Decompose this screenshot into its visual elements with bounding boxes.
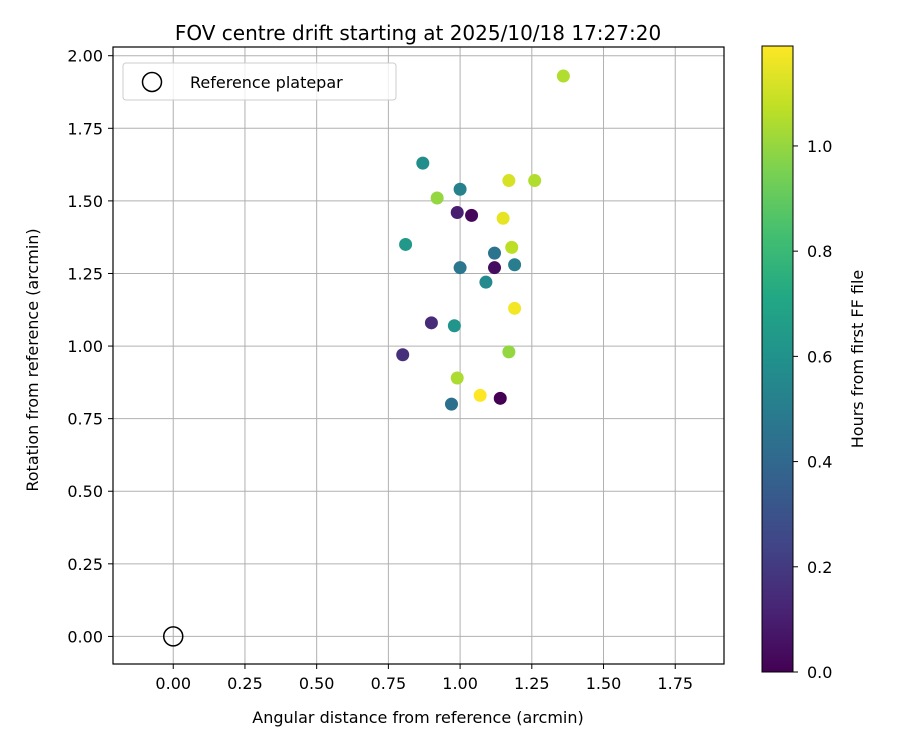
x-tick-label: 0.00 [155,674,191,693]
y-tick-label: 0.75 [67,410,103,429]
legend-box [122,62,397,101]
y-axis-label: Rotation from reference (arcmin) [23,228,42,491]
x-tick-label: 0.75 [371,674,407,693]
data-point [453,182,467,196]
x-tick-label: 1.50 [586,674,622,693]
y-tick-label: 0.50 [67,482,103,501]
y-tick-label: 1.50 [67,192,103,211]
data-point [508,258,522,272]
data-point [502,174,516,188]
colorbar-tick-label: 0.4 [807,453,832,472]
data-point [399,237,413,251]
data-point [502,345,516,359]
colorbar: 0.0 0.2 0.4 0.6 0.8 1.0 Hours from first FF f… [761,45,867,682]
data-point [453,261,467,275]
reference-platepar-marker [162,626,184,647]
y-tick-label: 0.00 [67,627,103,646]
data-point [496,211,510,225]
data-point [465,208,479,222]
colorbar-tick-label: 0.2 [807,558,832,577]
grid [113,47,724,664]
y-tick-label: 0.25 [67,555,103,574]
plot-frame [112,46,725,665]
colorbar-gradient [761,45,794,673]
x-axis-label: Angular distance from reference (arcmin) [252,708,583,727]
legend-marker-icon [141,71,163,93]
data-point [493,391,507,405]
data-point [450,371,464,385]
chart-title: FOV centre drift starting at 2025/10/18 … [175,21,661,45]
data-point [450,206,464,220]
x-tick-label: 1.75 [657,674,693,693]
data-point [416,156,430,170]
data-point [473,388,487,402]
y-tick-label: 2.00 [67,47,103,66]
y-tick-label: 1.00 [67,337,103,356]
colorbar-label: Hours from first FF file [848,270,867,449]
colorbar-ticks: 0.0 0.2 0.4 0.6 0.8 1.0 [793,137,832,682]
data-points [396,69,570,411]
data-point [447,319,461,333]
x-tick-label: 0.50 [299,674,335,693]
y-tick-label: 1.25 [67,264,103,283]
colorbar-tick-label: 0.0 [807,663,832,682]
data-point [479,275,493,289]
data-point [508,301,522,315]
legend: Reference platepar [122,62,397,101]
data-point [556,69,570,83]
x-tick-label: 1.00 [442,674,478,693]
data-point [444,397,458,411]
axis-ticks: 0.00 0.25 0.50 0.75 1.00 1.25 1.50 1.75 0.00 0.25… [67,47,693,693]
colorbar-tick-label: 1.0 [807,137,832,156]
legend-label: Reference platepar [190,73,343,92]
colorbar-tick-label: 0.8 [807,242,832,261]
data-point [488,261,502,275]
data-point [505,240,519,254]
data-point [528,174,542,188]
data-point [488,246,502,260]
data-point [424,316,438,330]
y-tick-label: 1.75 [67,119,103,138]
x-tick-label: 1.25 [514,674,550,693]
x-tick-label: 0.25 [227,674,263,693]
data-point [430,191,444,205]
data-point [396,348,410,362]
colorbar-tick-label: 0.6 [807,347,832,366]
